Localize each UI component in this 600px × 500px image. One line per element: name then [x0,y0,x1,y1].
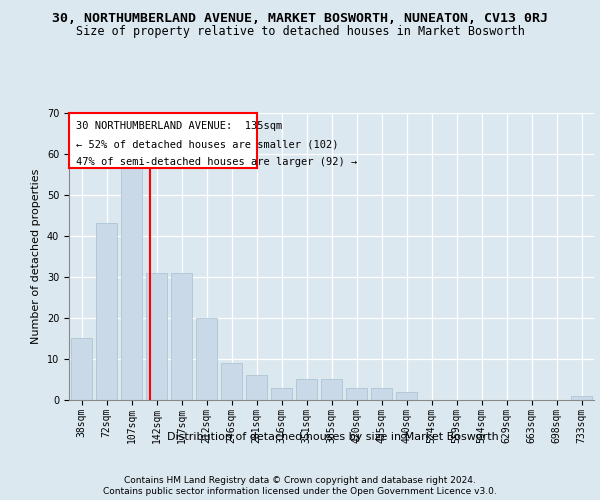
Y-axis label: Number of detached properties: Number of detached properties [31,168,41,344]
Bar [96,224,117,400]
Bar [146,272,167,400]
Bar [571,396,592,400]
Bar [71,338,92,400]
Bar [221,363,242,400]
Bar [196,318,217,400]
Bar [171,272,192,400]
Bar [396,392,417,400]
Bar [246,376,267,400]
Text: 30, NORTHUMBERLAND AVENUE, MARKET BOSWORTH, NUNEATON, CV13 0RJ: 30, NORTHUMBERLAND AVENUE, MARKET BOSWOR… [52,12,548,26]
Bar [321,380,342,400]
Text: 30 NORTHUMBERLAND AVENUE:  135sqm: 30 NORTHUMBERLAND AVENUE: 135sqm [77,121,283,131]
Bar [271,388,292,400]
Text: Contains HM Land Registry data © Crown copyright and database right 2024.: Contains HM Land Registry data © Crown c… [124,476,476,485]
Bar [371,388,392,400]
Text: 47% of semi-detached houses are larger (92) →: 47% of semi-detached houses are larger (… [77,157,358,167]
Bar [346,388,367,400]
Bar [296,380,317,400]
Text: Distribution of detached houses by size in Market Bosworth: Distribution of detached houses by size … [167,432,499,442]
Text: Size of property relative to detached houses in Market Bosworth: Size of property relative to detached ho… [76,25,524,38]
Text: Contains public sector information licensed under the Open Government Licence v3: Contains public sector information licen… [103,488,497,496]
Bar [121,162,142,400]
Text: ← 52% of detached houses are smaller (102): ← 52% of detached houses are smaller (10… [77,139,339,149]
